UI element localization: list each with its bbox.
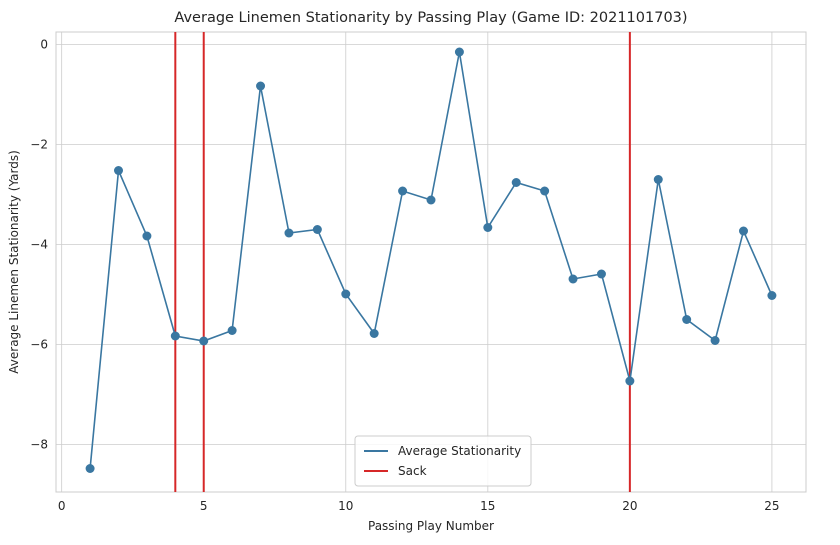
data-point (369, 329, 379, 338)
series-average-stationarity (85, 47, 777, 473)
x-tick-label: 0 (58, 499, 66, 513)
data-point (653, 175, 663, 184)
x-tick-label: 20 (622, 499, 637, 513)
y-tick-label: −6 (30, 338, 48, 352)
data-point (85, 464, 95, 473)
plot-area (55, 31, 807, 493)
data-point (540, 186, 550, 196)
data-point (767, 291, 777, 300)
data-point (682, 315, 692, 324)
y-tick-label: 0 (40, 38, 48, 52)
data-point (256, 81, 266, 91)
data-point (398, 186, 408, 196)
data-point (426, 195, 436, 205)
data-point (170, 331, 180, 341)
y-tick-label: −4 (30, 238, 48, 252)
data-point (142, 231, 152, 241)
x-tick-label: 10 (338, 499, 353, 513)
x-axis-label: Passing Play Number (368, 519, 494, 533)
legend-label-average-stationarity: Average Stationarity (398, 444, 521, 458)
legend: Average Stationarity Sack (354, 435, 532, 487)
y-axis-label: Average Linemen Stationarity (Yards) (7, 150, 21, 373)
data-point (511, 178, 521, 187)
y-tick-label: −8 (30, 438, 48, 452)
x-tick-label: 5 (200, 499, 208, 513)
data-point (284, 228, 294, 238)
data-point (483, 223, 493, 232)
data-point (454, 47, 464, 57)
data-point (596, 269, 606, 279)
chart-title: Average Linemen Stationarity by Passing … (174, 10, 687, 26)
data-point (710, 336, 720, 345)
sack-lines (174, 32, 631, 492)
data-point (312, 225, 322, 234)
legend-box (354, 435, 532, 487)
data-point (114, 166, 123, 175)
legend-label-sack: Sack (398, 464, 427, 478)
x-tick-label: 25 (764, 499, 779, 513)
tick-labels: 0 5 10 15 20 25 0 −2 −4 −6 −8 (30, 38, 779, 514)
data-point (341, 289, 351, 299)
data-point (625, 376, 635, 386)
data-point (227, 326, 237, 335)
y-tick-label: −2 (30, 138, 48, 152)
data-point (739, 226, 748, 236)
data-point (568, 274, 578, 284)
data-point (199, 336, 209, 346)
x-tick-label: 15 (480, 499, 495, 513)
